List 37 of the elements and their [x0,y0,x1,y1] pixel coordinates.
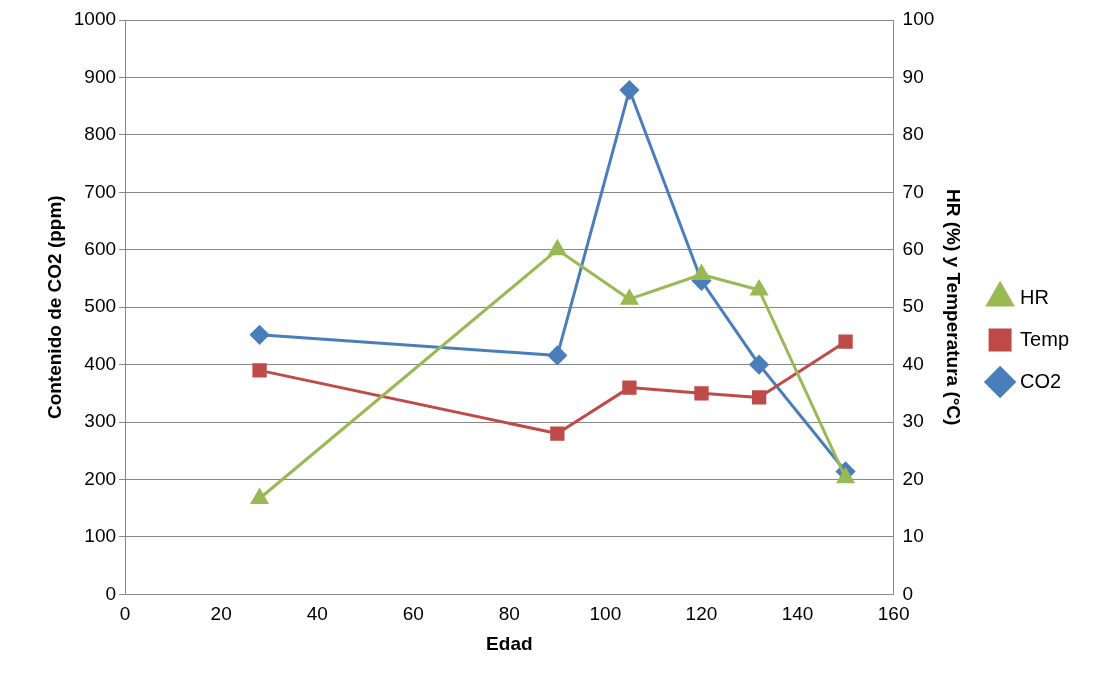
y-tick-label: 700 [84,180,117,202]
y2-tick-label: 10 [902,525,924,547]
x-tick-label: 60 [402,603,424,625]
y-tick-label: 0 [105,582,117,604]
y-tick-label: 100 [84,525,117,547]
y-tick-label: 900 [84,65,117,87]
y2-tick-label: 90 [902,65,924,87]
y2-tick-label: 50 [902,295,924,317]
x-tick-label: 0 [119,603,131,625]
y2-tick-label: 20 [902,467,924,489]
y2-tick-label: 30 [902,410,924,432]
x-tick-label: 160 [877,603,910,625]
y-tick-label: 500 [84,295,117,317]
x-tick-label: 120 [685,603,718,625]
x-tick-label: 40 [306,603,328,625]
legend-label: CO2 [1020,369,1062,392]
y-tick-label: 300 [84,410,117,432]
y-tick-label: 600 [84,237,117,259]
x-axis-title: Edad [486,632,533,654]
y-axis-title: Contenido de CO2 (ppm) [43,195,65,420]
x-tick-label: 140 [781,603,814,625]
y-tick-label: 800 [84,123,117,145]
x-tick-label: 100 [589,603,622,625]
y2-axis-title: HR (%) y Temperatura (°C) [943,189,965,426]
y-tick-label: 200 [84,467,117,489]
y2-tick-label: 100 [902,8,935,30]
y2-tick-label: 70 [902,180,924,202]
x-tick-label: 20 [210,603,232,625]
legend-label: Temp [1020,327,1069,350]
y2-tick-label: 0 [902,582,914,604]
y2-tick-label: 60 [902,237,924,259]
y2-tick-label: 40 [902,352,924,374]
y2-tick-label: 80 [902,123,924,145]
y-tick-label: 400 [84,352,117,374]
y-tick-label: 1000 [73,8,117,30]
x-tick-label: 80 [498,603,520,625]
legend-label: HR [1020,285,1049,308]
